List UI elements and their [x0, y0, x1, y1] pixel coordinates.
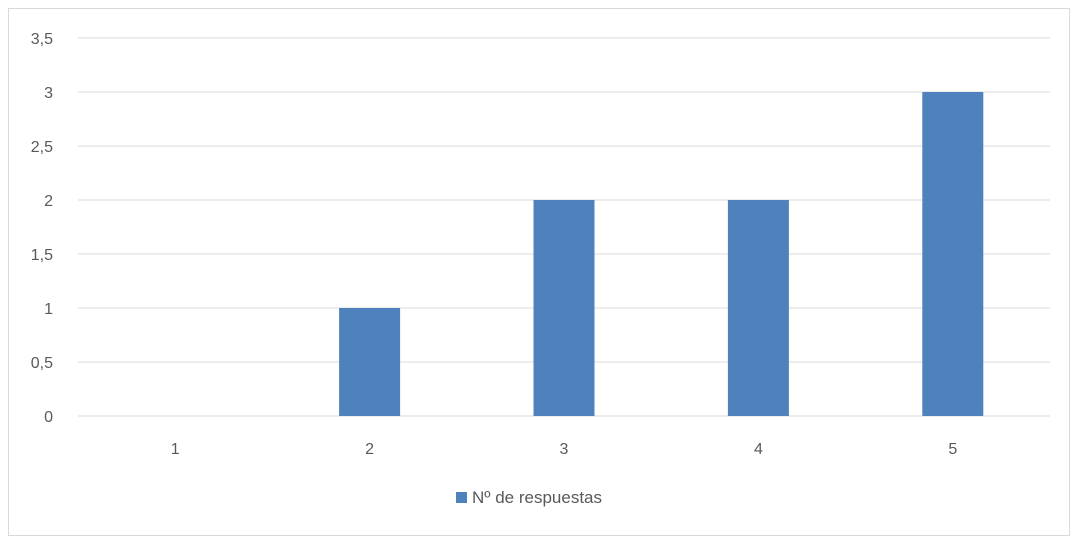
y-tick-label: 0: [44, 409, 53, 426]
x-tick-label: 4: [754, 441, 763, 458]
legend-label: Nº de respuestas: [472, 488, 602, 507]
y-tick-label: 3: [44, 85, 53, 102]
bar-4: [727, 200, 789, 416]
bar-5: [922, 92, 984, 416]
bar-2: [339, 308, 401, 416]
legend-swatch: [456, 492, 467, 503]
bars: [339, 92, 984, 416]
y-tick-label: 2,5: [31, 139, 53, 156]
x-tick-label: 3: [560, 441, 569, 458]
x-tick-label: 1: [171, 441, 180, 458]
y-tick-label: 1: [44, 301, 53, 318]
bar-3: [533, 200, 595, 416]
legend: Nº de respuestas: [456, 488, 602, 507]
y-tick-label: 1,5: [31, 247, 53, 264]
y-tick-label: 2: [44, 193, 53, 210]
y-tick-label: 0,5: [31, 355, 53, 372]
x-tick-label: 5: [948, 441, 957, 458]
x-axis-tick-labels: 1 2 3 4 5: [171, 441, 958, 458]
y-axis-tick-labels: 0 0,5 1 1,5 2 2,5 3 3,5: [31, 31, 53, 426]
x-tick-label: 2: [365, 441, 374, 458]
y-tick-label: 3,5: [31, 31, 53, 48]
